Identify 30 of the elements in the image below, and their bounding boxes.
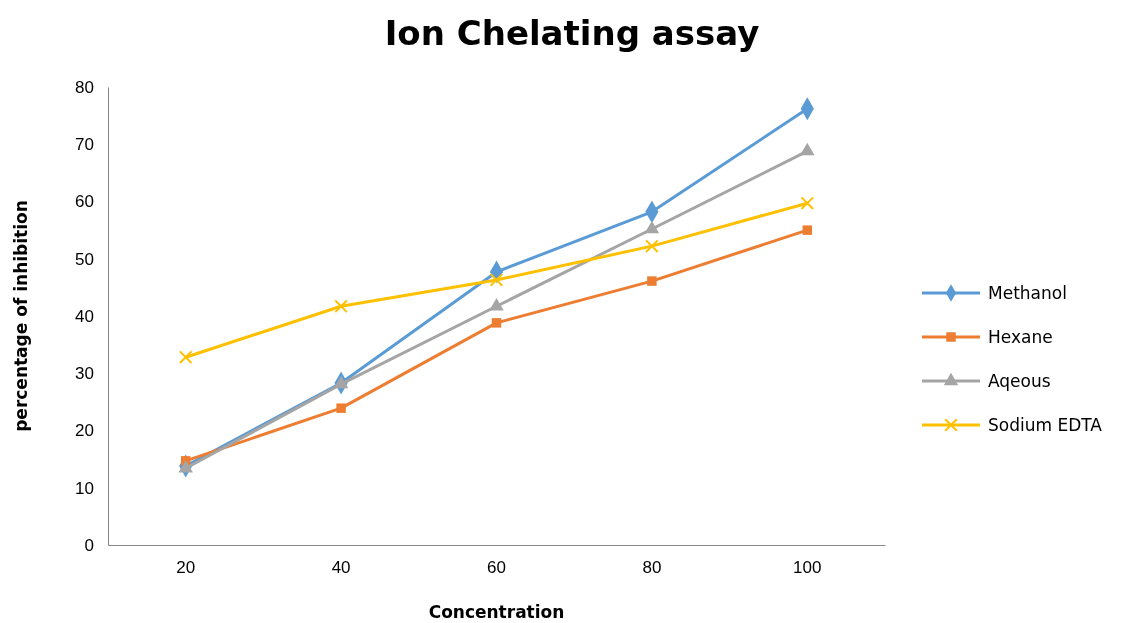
y-tick-label: 80 xyxy=(75,77,94,97)
x-tick-label: 60 xyxy=(487,558,506,578)
y-axis-title: percentage of inhibition xyxy=(11,200,31,432)
point xyxy=(491,318,502,328)
y-tick-label: 40 xyxy=(75,306,94,326)
point xyxy=(178,350,193,365)
legend-label: Aqeous xyxy=(988,371,1051,391)
point xyxy=(802,225,813,235)
chart-title: Ion Chelating assay xyxy=(384,13,760,53)
point xyxy=(334,299,348,314)
legend-label: Sodium EDTA xyxy=(988,415,1103,435)
y-tick-label: 70 xyxy=(75,135,94,155)
point xyxy=(489,273,504,287)
point xyxy=(647,276,657,286)
x-tick-label: 100 xyxy=(793,558,822,578)
point xyxy=(336,403,346,413)
x-axis-title: Concentration xyxy=(428,602,565,622)
point xyxy=(645,239,659,253)
x-tick-label: 20 xyxy=(176,558,196,578)
legend-label: Methanol xyxy=(988,283,1067,303)
y-tick-label: 0 xyxy=(84,535,94,555)
y-tick-label: 20 xyxy=(75,421,94,441)
y-tick-label: 10 xyxy=(75,478,94,498)
y-tick-label: 60 xyxy=(75,192,94,212)
y-tick-label: 50 xyxy=(75,249,94,269)
x-tick-label: 40 xyxy=(331,558,351,578)
y-tick-label: 30 xyxy=(75,364,94,384)
legend-label: Hexane xyxy=(988,327,1053,347)
x-tick-label: 80 xyxy=(642,558,662,578)
point xyxy=(800,196,815,211)
